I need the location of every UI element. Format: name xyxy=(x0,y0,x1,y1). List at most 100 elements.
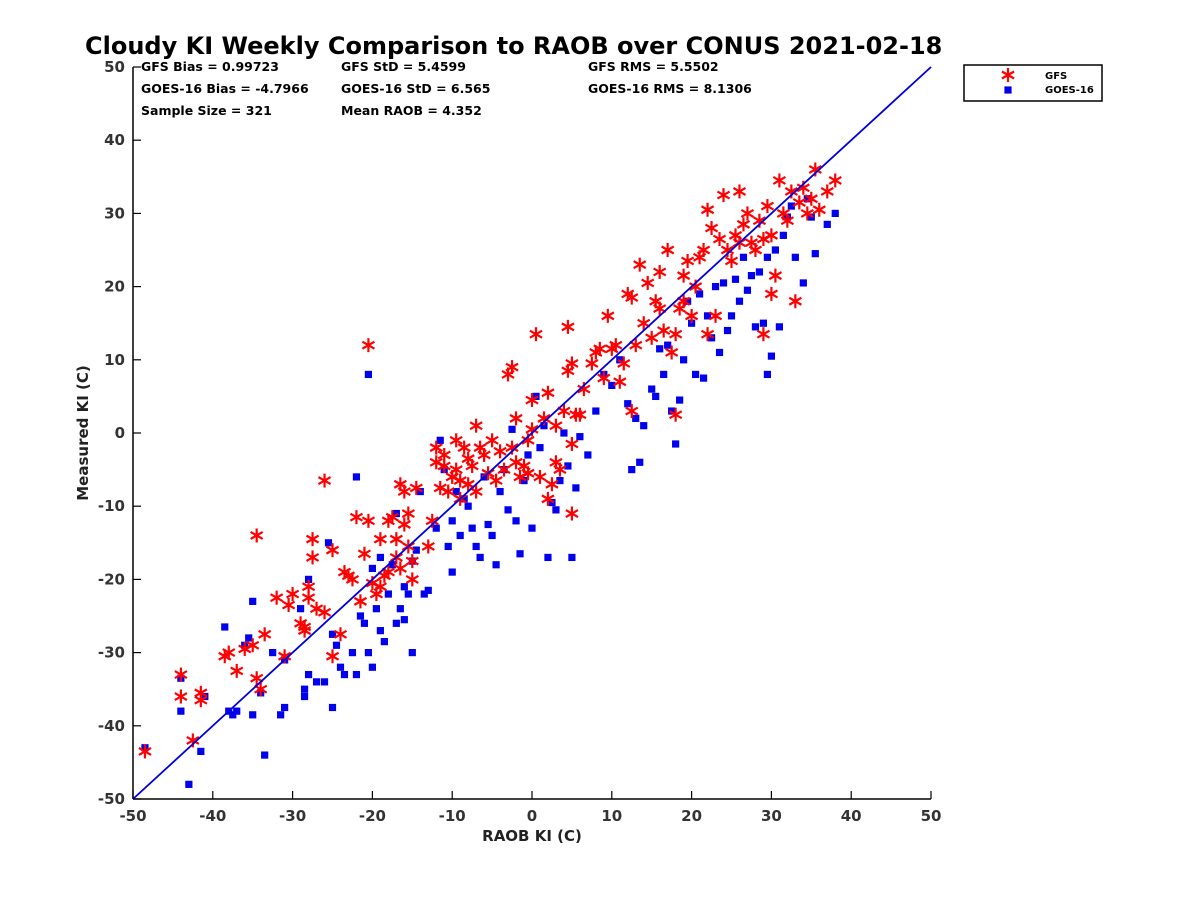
gfs-point xyxy=(297,623,312,638)
goes16-point xyxy=(416,487,424,496)
gfs-point xyxy=(509,411,523,426)
goes16-point xyxy=(707,334,716,342)
stat-gfs-rms: GFS RMS = 5.5502 xyxy=(588,59,719,74)
gfs-point xyxy=(573,407,587,422)
chart-title: Cloudy KI Weekly Comparison to RAOB over… xyxy=(85,32,942,60)
legend-gfs-asterisk xyxy=(1001,68,1015,82)
x-tick-label: -40 xyxy=(199,807,226,825)
gfs-point xyxy=(301,579,316,594)
gfs-point xyxy=(736,217,751,232)
gfs-point xyxy=(305,532,320,547)
gfs-point xyxy=(661,243,675,257)
gfs-point xyxy=(250,671,264,686)
goes16-point xyxy=(711,283,720,291)
gfs-point xyxy=(469,418,483,433)
gfs-point xyxy=(497,462,511,477)
gfs-point xyxy=(772,173,786,188)
gfs-point xyxy=(529,327,543,342)
stats-block: GFS Bias = 0.99723 GFS StD = 5.4599 GFS … xyxy=(141,59,752,118)
y-tick-label: -20 xyxy=(98,570,125,588)
gfs-point xyxy=(361,513,376,528)
goes16-point xyxy=(771,246,779,254)
x-tick-label: -10 xyxy=(439,807,466,825)
gfs-point xyxy=(521,466,535,481)
gfs-point xyxy=(349,510,364,525)
gfs-point xyxy=(281,598,296,613)
goes16-point xyxy=(656,345,664,353)
gfs-point xyxy=(385,510,399,525)
gfs-point xyxy=(553,462,567,477)
goes16-point xyxy=(755,268,764,276)
gfs-point xyxy=(325,543,340,558)
goes16-point xyxy=(277,711,285,719)
y-tick-label: 0 xyxy=(115,424,125,442)
gfs-point xyxy=(389,532,403,547)
stat-gfs-std: GFS StD = 5.4599 xyxy=(341,59,466,74)
gfs-point xyxy=(613,374,627,389)
goes16-point xyxy=(763,253,772,261)
goes16-point xyxy=(436,436,444,444)
gfs-point xyxy=(373,579,387,594)
gfs-point xyxy=(645,330,659,345)
goes16-point xyxy=(524,451,532,459)
goes16-point xyxy=(660,370,668,379)
gfs-point xyxy=(254,682,268,697)
gfs-point xyxy=(597,371,611,386)
goes16-point xyxy=(632,414,640,422)
gfs-point xyxy=(317,473,332,488)
goes16-point xyxy=(245,634,253,642)
gfs-point xyxy=(285,587,300,602)
gfs-point xyxy=(625,290,639,305)
gfs-point xyxy=(421,539,435,554)
gfs-point xyxy=(764,228,779,243)
goes16-point xyxy=(368,663,376,671)
goes16-point xyxy=(356,612,365,620)
gfs-point xyxy=(222,645,236,660)
goes16-point xyxy=(636,458,644,466)
goes16-point xyxy=(676,396,684,404)
gfs-point xyxy=(353,594,368,609)
gfs-point xyxy=(246,638,260,653)
goes16-point xyxy=(468,524,476,532)
goes16-point xyxy=(404,590,412,598)
gfs-point xyxy=(629,338,643,353)
goes16-point xyxy=(177,707,185,715)
legend-goes16-square xyxy=(1004,86,1012,94)
goes16-point xyxy=(352,473,361,481)
gfs-point xyxy=(441,484,455,499)
goes16-point xyxy=(476,553,484,562)
gfs-point xyxy=(449,462,463,477)
goes16-point xyxy=(448,517,456,525)
stat-sample-size: Sample Size = 321 xyxy=(141,103,272,118)
gfs-point xyxy=(525,393,539,408)
gfs-point xyxy=(561,319,575,334)
goes16-point xyxy=(564,462,572,470)
stat-goes-std: GOES-16 StD = 6.565 xyxy=(341,81,490,96)
goes16-point xyxy=(807,213,815,221)
goes16-point xyxy=(281,703,289,712)
goes16-point xyxy=(376,627,384,635)
gfs-point xyxy=(708,308,723,323)
x-tick-label: 30 xyxy=(761,807,782,825)
goes16-point xyxy=(628,466,636,474)
goes16-point xyxy=(823,220,831,228)
gfs-point xyxy=(700,327,715,342)
goes16-point xyxy=(197,747,205,756)
gfs-point xyxy=(457,440,471,455)
goes16-point xyxy=(432,524,440,532)
goes16-point xyxy=(576,433,584,441)
x-tick-label: 0 xyxy=(527,807,537,825)
goes16-point xyxy=(763,370,772,379)
gfs-point xyxy=(333,627,348,642)
legend: GFS GOES-16 xyxy=(963,64,1103,102)
goes16-point xyxy=(221,623,229,631)
y-tick-label: -10 xyxy=(98,497,125,515)
goes16-point xyxy=(424,586,432,594)
gfs-point xyxy=(800,206,814,221)
goes16-point xyxy=(532,392,540,400)
gfs-point xyxy=(345,572,360,587)
one-to-one-line xyxy=(132,66,932,800)
goes16-point xyxy=(572,484,580,492)
gfs-point xyxy=(565,436,579,451)
goes16-point xyxy=(767,352,775,360)
